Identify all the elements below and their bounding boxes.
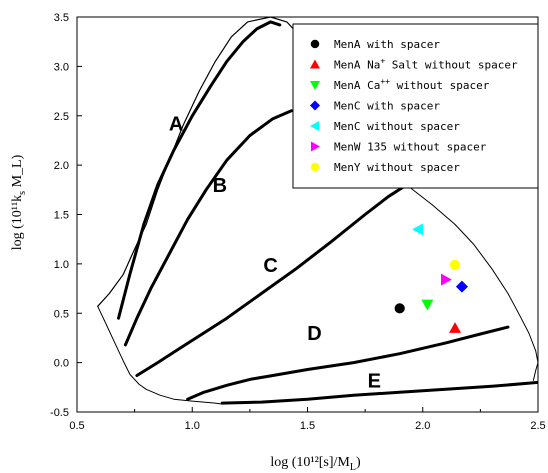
boundary-line-AB xyxy=(117,20,282,320)
legend-marker xyxy=(310,81,320,90)
boundary-line-DE xyxy=(186,325,510,401)
legend-entry: MenC with spacer xyxy=(334,100,440,113)
boundary-bottom-edge xyxy=(220,380,538,405)
legend-entry-text: without spacer xyxy=(390,79,490,92)
boundary-line-BC xyxy=(123,109,293,347)
data-point-series-4 xyxy=(455,280,468,293)
axis-ticks: 0.5 1.0 1.5 2.0 2.5 -0.5 0.0 0.5 1.0 1.5 2.0 2.5 3.0… xyxy=(50,12,546,432)
region-labels: A B C D E xyxy=(169,114,381,393)
legend-entry-text: MenA Na xyxy=(334,59,380,72)
region-label-e: E xyxy=(368,370,381,392)
data-point-series-7 xyxy=(449,259,461,270)
legend-entry-text: MenA Ca xyxy=(334,79,380,92)
region-label-c: C xyxy=(263,255,277,277)
legend-entry: MenW 135 without spacer xyxy=(334,141,487,154)
data-point-series-6 xyxy=(441,273,452,286)
boundary-line-CD xyxy=(135,183,409,377)
legend: MenA with spacer MenA Na+ Salt without sp… xyxy=(292,23,539,189)
legend-box xyxy=(292,23,539,189)
data-point-series-1 xyxy=(394,303,405,314)
data-point-series-3 xyxy=(421,299,434,311)
legend-entry-text: Salt without spacer xyxy=(385,59,518,72)
legend-entry-superscript: + xyxy=(380,57,385,66)
y-axis-title: log (10¹¹ks M_L) xyxy=(10,154,28,250)
boundary-right-boundary xyxy=(406,184,538,381)
y-tick-label: 1.5 xyxy=(54,210,69,222)
y-tick-label: 3.5 xyxy=(54,12,69,24)
legend-marker xyxy=(310,39,320,49)
y-tick-label: 3.0 xyxy=(54,61,69,73)
y-tick-label: 0.0 xyxy=(54,358,69,370)
legend-marker xyxy=(310,59,320,69)
data-point-series-5 xyxy=(412,223,423,236)
x-tick-label: 0.5 xyxy=(69,420,84,432)
y-tick-label: 1.0 xyxy=(54,259,69,271)
y-tick-label: -0.5 xyxy=(50,407,69,419)
region-label-d: D xyxy=(307,323,321,345)
y-tick-label: 0.5 xyxy=(54,308,69,320)
x-axis-title: log (10¹²[s]/ML) xyxy=(270,455,361,473)
x-tick-label: 2.0 xyxy=(415,420,430,432)
axis-titles: log (10¹²[s]/ML) log (10¹¹ks M_L) xyxy=(10,154,361,473)
legend-entry: MenC without spacer xyxy=(334,120,460,133)
legend-marker xyxy=(310,121,319,131)
legend-entry: MenA Ca++ without spacer xyxy=(334,77,490,92)
legend-entry: MenA Na+ Salt without spacer xyxy=(334,57,518,72)
x-tick-label: 2.5 xyxy=(530,420,545,432)
region-boundaries xyxy=(97,17,538,405)
data-points xyxy=(394,223,468,333)
legend-entry: MenA with spacer xyxy=(334,38,440,51)
boundary-bottom-left-boundary xyxy=(97,305,223,405)
legend-marker xyxy=(311,141,320,152)
legend-entry-superscript: ++ xyxy=(380,77,390,86)
y-tick-label: 2.0 xyxy=(54,160,69,172)
region-label-b: B xyxy=(213,175,227,197)
legend-marker xyxy=(310,100,320,111)
region-label-a: A xyxy=(169,114,183,136)
x-tick-label: 1.5 xyxy=(300,420,315,432)
x-tick-label: 1.0 xyxy=(185,420,200,432)
legend-marker xyxy=(310,162,320,172)
y-tick-label: 2.5 xyxy=(54,111,69,123)
data-point-series-2 xyxy=(449,322,462,333)
legend-entry: MenY without spacer xyxy=(334,161,460,174)
boundary-outer-boundary xyxy=(97,17,309,307)
